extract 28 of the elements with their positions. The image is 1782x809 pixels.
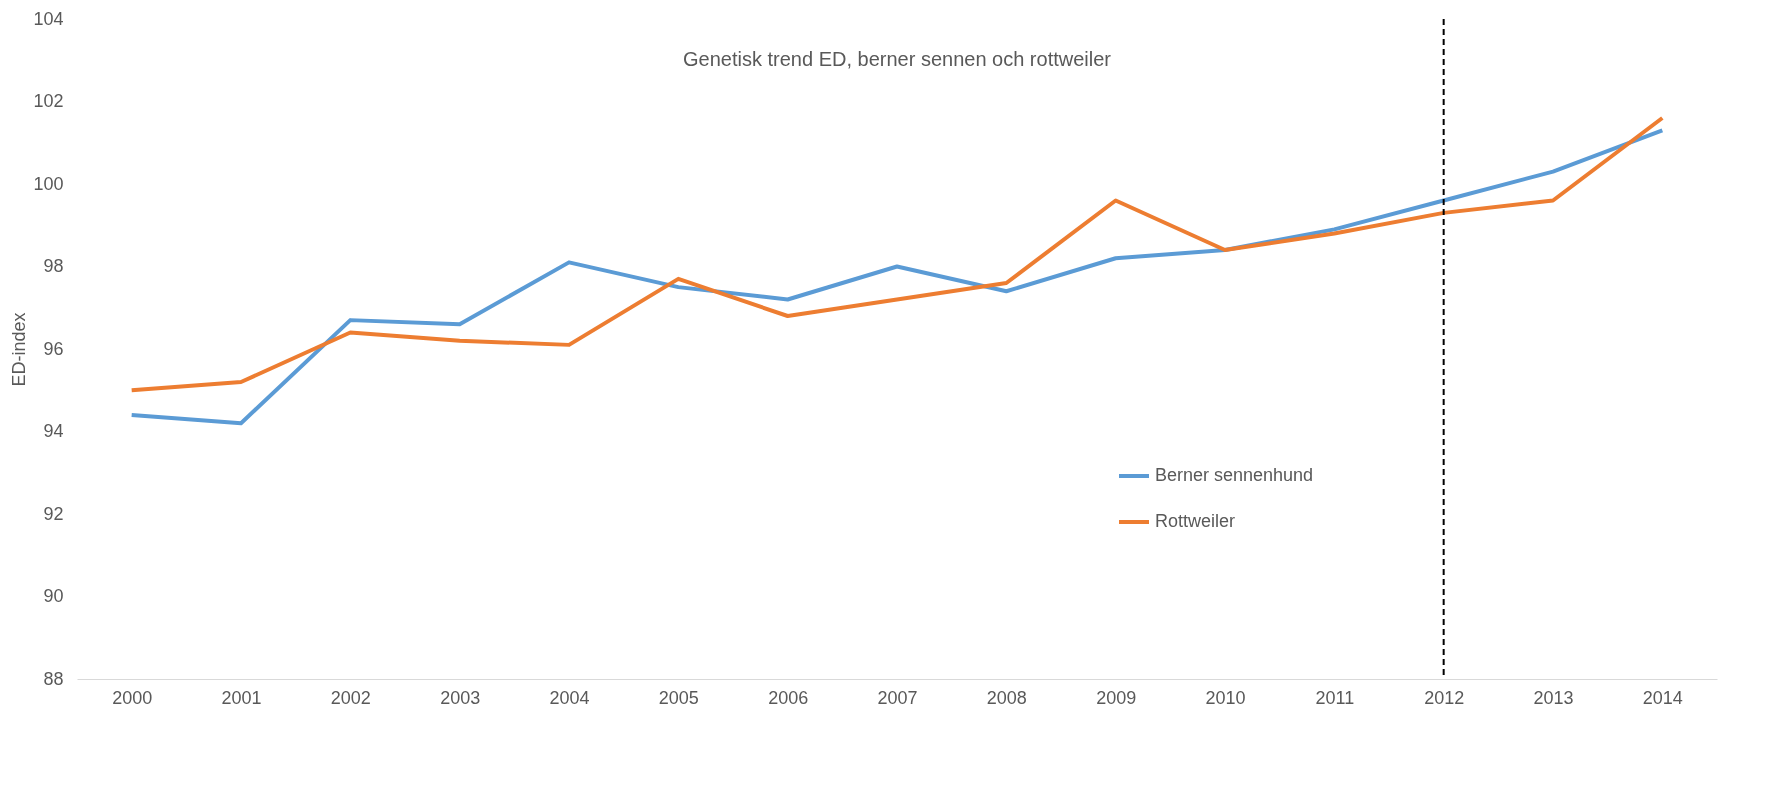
legend-label: Rottweiler — [1155, 511, 1236, 531]
x-tick-label: 2011 — [1315, 687, 1355, 708]
y-tick-label: 96 — [43, 338, 64, 359]
x-tick-label: 2006 — [768, 687, 809, 708]
y-tick-label: 104 — [33, 8, 64, 29]
x-tick-label: 2004 — [549, 687, 590, 708]
x-tick-label: 2013 — [1533, 687, 1574, 708]
x-tick-label: 2009 — [1096, 687, 1137, 708]
y-tick-label: 90 — [43, 586, 64, 606]
x-tick-label: 2014 — [1642, 687, 1683, 708]
text: Genetisk trend ED, berner sennen och rottweiler — [683, 48, 1112, 70]
y-tick-label: 92 — [43, 503, 64, 524]
x-tick-label: 2008 — [986, 687, 1027, 708]
y-tick-label: 102 — [33, 91, 64, 111]
x-tick-label: 2000 — [112, 687, 153, 708]
x-tick-label: 2010 — [1205, 687, 1246, 708]
x-tick-label: 2005 — [658, 687, 699, 708]
y-tick-label: 100 — [33, 173, 64, 194]
x-tick-label: 2007 — [877, 687, 918, 708]
x-tick-label: 2002 — [330, 687, 371, 708]
x-tick-label: 2001 — [221, 687, 262, 708]
x-tick-label: 2003 — [440, 687, 481, 708]
x-tick-label: 2012 — [1424, 687, 1465, 708]
y-tick-label: 88 — [43, 668, 64, 689]
y-tick-label: 94 — [43, 421, 64, 441]
y-tick-label: 98 — [43, 256, 64, 276]
legend-label: Berner sennenhund — [1155, 465, 1314, 485]
y-axis-title: ED-index — [9, 312, 30, 387]
